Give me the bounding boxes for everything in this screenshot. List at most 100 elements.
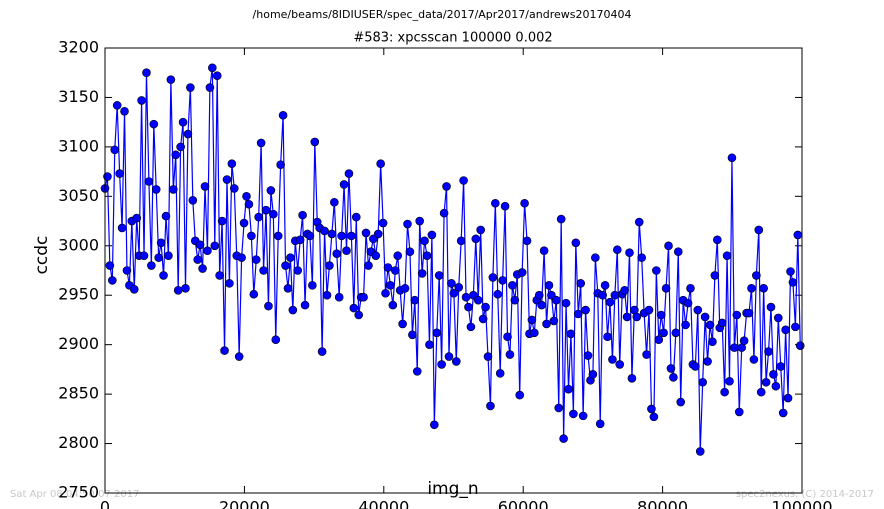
data-point (571, 238, 581, 248)
data-point (652, 266, 661, 275)
data-point (412, 367, 422, 376)
data-point (415, 216, 424, 226)
data-point (247, 231, 256, 241)
data-point (293, 266, 303, 275)
data-point (188, 195, 198, 205)
data-point (256, 138, 266, 148)
data-point (473, 295, 483, 305)
plot-frame (104, 47, 803, 494)
data-point (505, 350, 515, 359)
data-point (398, 319, 407, 329)
data-point (608, 355, 617, 364)
data-point (183, 129, 193, 139)
data-point (195, 240, 205, 250)
data-point (673, 247, 683, 257)
data-point (605, 297, 615, 307)
x-tick-label: 80000 (637, 498, 688, 509)
data-point (444, 352, 454, 361)
data-point (488, 273, 498, 282)
data-point (430, 420, 439, 430)
data-point (700, 312, 710, 322)
footer-left: Sat Apr 08 04:50:07 2017 (10, 489, 140, 500)
data-point (351, 212, 361, 222)
data-point (276, 160, 285, 169)
data-point (449, 288, 459, 298)
data-point (720, 387, 729, 397)
data-point (576, 279, 586, 288)
data-point (334, 292, 344, 302)
data-point (142, 68, 151, 78)
data-point (564, 384, 573, 394)
data-point (249, 289, 259, 299)
y-tick-label: 3100 (58, 136, 99, 155)
data-point (705, 320, 715, 330)
data-point (739, 336, 749, 346)
data-point (295, 235, 305, 245)
data-point (271, 335, 281, 345)
data-point (500, 201, 510, 211)
data-point (539, 246, 549, 256)
series-line (104, 67, 801, 452)
data-point (193, 255, 203, 264)
data-point (417, 269, 427, 278)
data-point (625, 248, 634, 257)
data-point (217, 216, 227, 226)
data-point (347, 231, 356, 241)
data-point (393, 251, 403, 260)
data-point (432, 328, 442, 338)
data-point (266, 186, 276, 195)
data-point (344, 169, 354, 178)
data-point (451, 357, 461, 366)
data-point (254, 212, 263, 222)
data-point (332, 249, 342, 258)
data-point (403, 219, 412, 229)
data-point (339, 180, 349, 189)
data-point (122, 266, 132, 275)
data-point (542, 319, 551, 329)
data-point (251, 255, 261, 264)
data-point (595, 419, 605, 429)
data-point (708, 337, 717, 347)
data-point (569, 409, 578, 419)
data-point (581, 305, 590, 315)
data-point (781, 325, 790, 335)
data-point (456, 236, 466, 246)
data-point (578, 411, 588, 421)
data-point (656, 310, 666, 320)
data-point (627, 373, 637, 383)
data-point (220, 346, 229, 355)
data-point (391, 266, 400, 275)
data-point (764, 347, 773, 356)
data-point (239, 218, 249, 228)
data-point (486, 401, 495, 411)
data-point (664, 241, 673, 251)
data-point (722, 251, 732, 260)
data-point (654, 335, 664, 345)
data-point (734, 407, 744, 417)
data-point (264, 301, 273, 311)
data-point (259, 266, 268, 275)
data-point (730, 343, 739, 352)
data-point (566, 329, 576, 339)
data-point (549, 316, 559, 326)
data-point (203, 246, 212, 256)
data-point (637, 253, 646, 262)
data-point (583, 351, 593, 360)
data-point (205, 83, 215, 92)
data-point (588, 370, 598, 379)
data-point (154, 253, 163, 262)
data-point (534, 290, 544, 300)
data-point (137, 96, 146, 105)
data-point (683, 298, 693, 308)
data-point (695, 447, 705, 456)
data-point (139, 251, 149, 260)
data-point (278, 110, 288, 120)
data-point (349, 303, 359, 313)
y-tick-label: 3200 (58, 38, 99, 57)
data-point (176, 142, 185, 152)
data-point (793, 230, 803, 240)
data-point (164, 251, 173, 260)
data-point (771, 381, 781, 391)
data-point (222, 175, 232, 184)
y-tick-label: 3150 (58, 87, 99, 106)
